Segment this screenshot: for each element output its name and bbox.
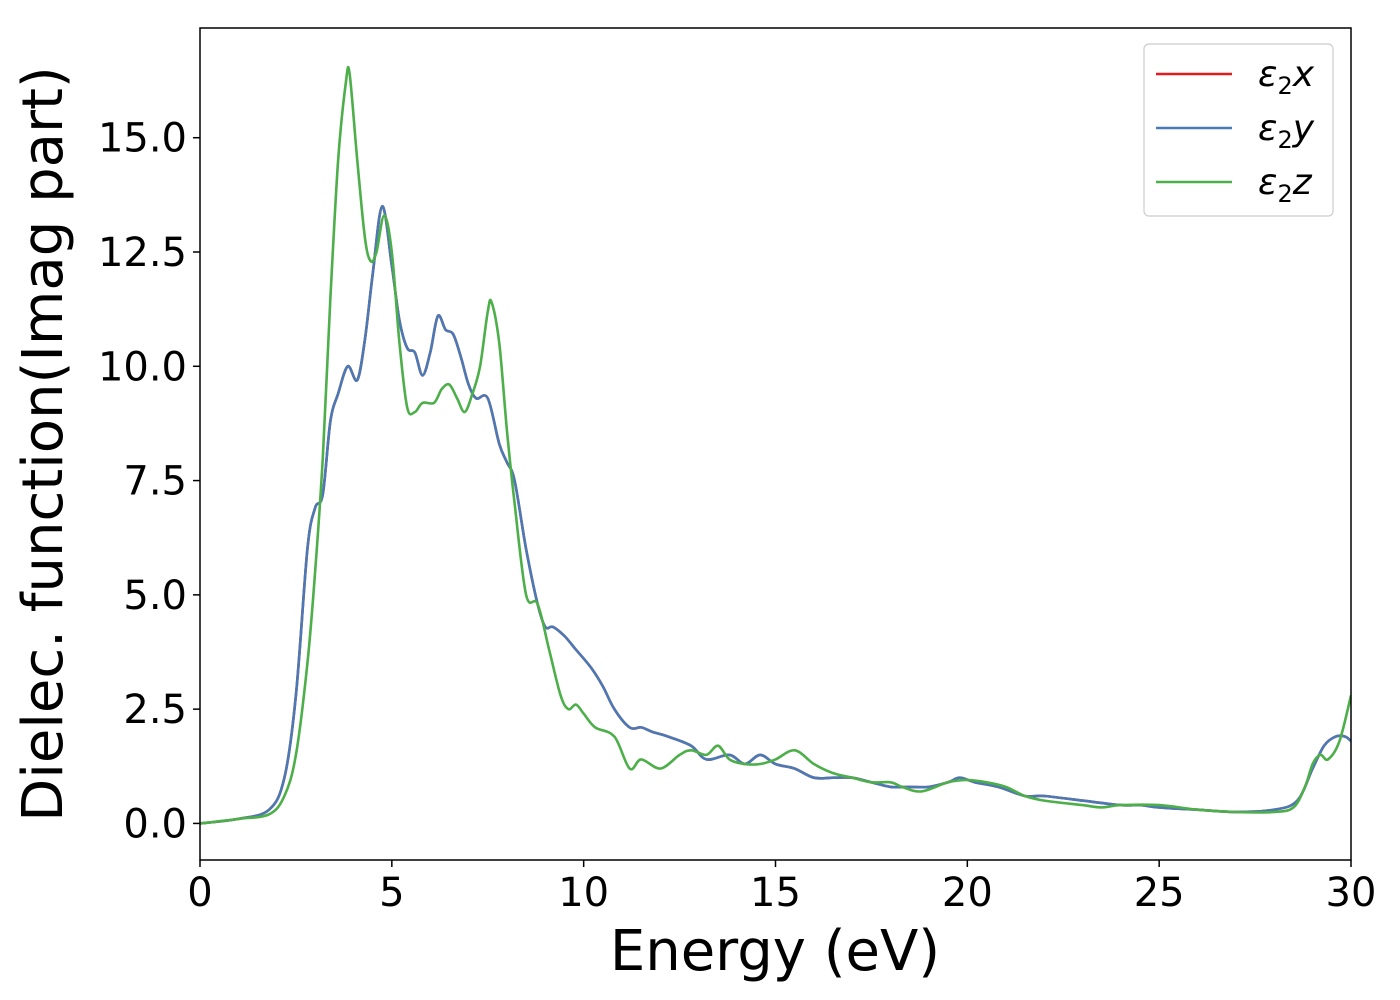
y-axis-label: Dielec. function(Imag part) bbox=[11, 66, 76, 822]
legend-label-y: ε2y bbox=[1258, 108, 1315, 154]
series-line-z bbox=[200, 65, 1351, 825]
x-tick-label: 30 bbox=[1326, 870, 1377, 916]
legend-box bbox=[1143, 43, 1334, 217]
series-layer bbox=[200, 65, 1351, 825]
x-tick-label: 25 bbox=[1134, 870, 1185, 916]
x-tick-label: 0 bbox=[187, 870, 212, 916]
x-tick-label: 10 bbox=[558, 870, 609, 916]
legend-label-x: ε2x bbox=[1258, 54, 1315, 100]
x-axis-ticks: 0 5 10 15 20 25 30 bbox=[187, 860, 1376, 916]
x-tick-label: 20 bbox=[942, 870, 993, 916]
y-tick-label: 5.0 bbox=[123, 573, 187, 619]
legend-label-z: ε2z bbox=[1258, 162, 1313, 208]
y-tick-label: 2.5 bbox=[123, 687, 187, 733]
series-line-y bbox=[200, 204, 1351, 825]
y-tick-label: 10.0 bbox=[98, 344, 187, 390]
x-axis-label: Energy (eV) bbox=[610, 919, 940, 984]
x-tick-label: 5 bbox=[379, 870, 404, 916]
x-tick-label: 15 bbox=[750, 870, 801, 916]
y-tick-label: 12.5 bbox=[98, 230, 187, 276]
y-tick-label: 15.0 bbox=[98, 116, 187, 162]
y-axis-ticks: 0.0 2.5 5.0 7.5 10.0 12.5 15.0 bbox=[98, 116, 200, 847]
legend: ε2x ε2y ε2z bbox=[1143, 43, 1334, 217]
y-tick-label: 0.0 bbox=[123, 801, 187, 847]
y-tick-label: 7.5 bbox=[123, 459, 187, 505]
